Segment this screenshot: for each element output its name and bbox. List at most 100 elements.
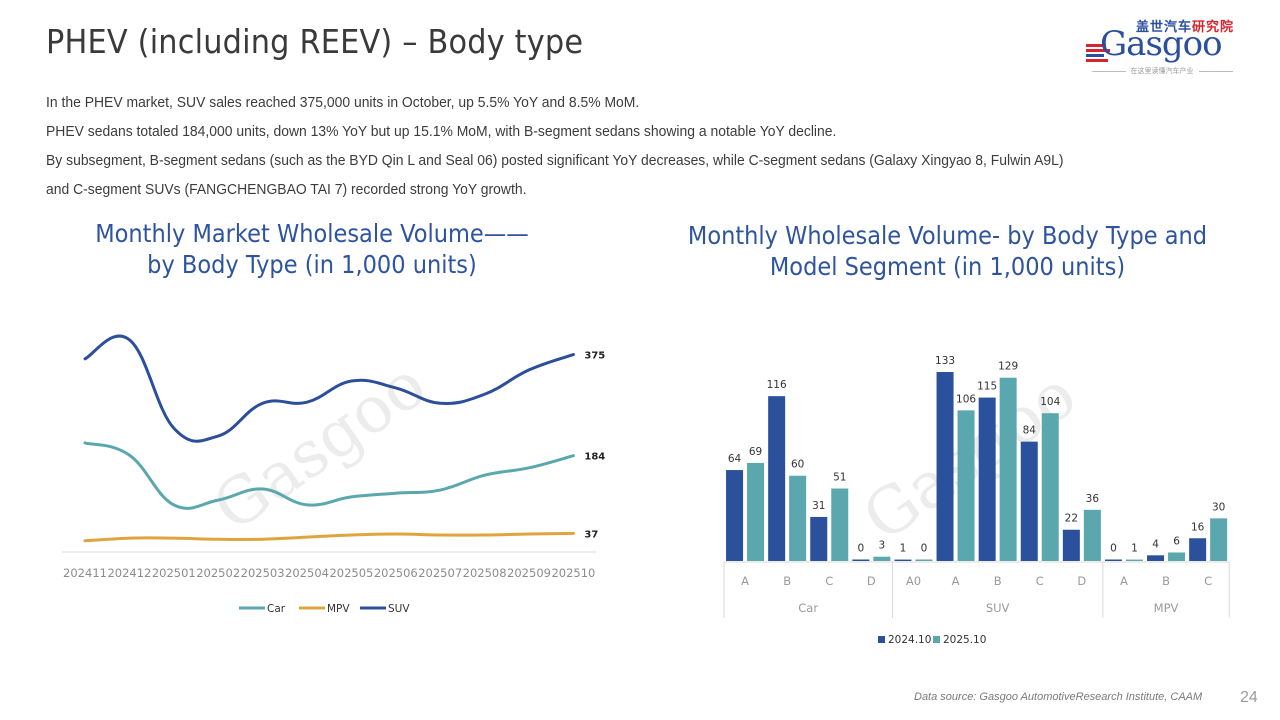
segment-label: B <box>1162 574 1170 588</box>
bar-2024-10 <box>768 396 786 561</box>
legend-label-2025-10: 2025.10 <box>943 634 986 646</box>
end-label-suv: 375 <box>584 351 605 362</box>
line-chart-title: Monthly Market Wholesale Volume—— by Bod… <box>95 219 529 279</box>
bar-value-label: 0 <box>858 543 865 555</box>
bar-2025-10 <box>999 377 1017 561</box>
x-tick-label: 202503 <box>241 566 285 580</box>
logo-stripes-icon <box>1086 44 1112 64</box>
segment-label: C <box>1204 574 1212 588</box>
bar-value-label: 84 <box>1023 425 1037 437</box>
bar-2025-10 <box>747 462 765 561</box>
segment-label: D <box>1077 574 1086 588</box>
bar-value-label: 22 <box>1065 513 1078 525</box>
legend-label-car: Car <box>267 603 286 615</box>
bar-2024-10 <box>726 470 744 561</box>
x-tick-label: 202502 <box>196 566 240 580</box>
x-tick-label: 202504 <box>285 566 329 580</box>
logo-chinese-name: 盖世汽车研究院 <box>1136 19 1235 34</box>
x-tick-label: 202411 <box>63 566 107 580</box>
x-tick-label: 202509 <box>507 566 551 580</box>
segment-label: A0 <box>906 574 921 588</box>
bar-value-label: 1 <box>900 543 907 555</box>
gasgoo-logo: 盖世汽车研究院 Gasgoo 在这里读懂汽车产业 <box>1086 14 1246 80</box>
legend-swatch-2024-10 <box>878 636 885 643</box>
x-tick-label: 202507 <box>418 566 462 580</box>
bar-2025-10 <box>1210 518 1228 561</box>
bar-value-label: 0 <box>921 543 928 555</box>
bar-2024-10 <box>936 372 954 561</box>
segment-label: A <box>1120 574 1128 588</box>
segment-label: A <box>952 574 960 588</box>
summary-line: By subsegment, B-segment sedans (such as… <box>46 153 1064 169</box>
bar-value-label: 1 <box>1131 543 1138 555</box>
bar-2025-10 <box>873 556 891 561</box>
bar-value-label: 51 <box>833 472 846 484</box>
page-number: 24 <box>1240 689 1258 706</box>
bar-2025-10 <box>915 559 933 561</box>
data-source-note: Data source: Gasgoo AutomotiveResearch I… <box>914 691 1203 703</box>
bar-2024-10 <box>978 397 996 561</box>
segment-label: A <box>741 574 749 588</box>
x-tick-label: 202412 <box>107 566 151 580</box>
legend-swatch-2025-10 <box>933 636 940 643</box>
x-tick-label: 202505 <box>329 566 373 580</box>
bar-2024-10 <box>1189 538 1207 561</box>
summary-line: PHEV sedans totaled 184,000 units, down … <box>46 124 837 140</box>
line-series-car <box>83 441 575 510</box>
bar-value-label: 69 <box>749 446 762 458</box>
bar-2025-10 <box>831 488 849 561</box>
bar-value-label: 64 <box>728 453 742 465</box>
bar-value-label: 104 <box>1040 396 1060 408</box>
group-label-car: Car <box>798 601 818 615</box>
end-label-car: 184 <box>584 452 605 463</box>
bar-2024-10 <box>894 559 912 561</box>
bar-value-label: 133 <box>935 355 955 367</box>
bar-value-label: 16 <box>1191 521 1205 533</box>
bar-2025-10 <box>1041 413 1059 561</box>
bar-2024-10 <box>1020 441 1038 561</box>
bar-2024-10 <box>852 559 870 561</box>
legend-label-2024-10: 2024.10 <box>888 634 931 646</box>
bar-value-label: 3 <box>879 540 886 552</box>
bar-2025-10 <box>1168 552 1186 561</box>
summary-line: and C-segment SUVs (FANGCHENGBAO TAI 7) … <box>46 182 527 198</box>
bar-2025-10 <box>1083 509 1101 561</box>
x-tick-label: 202501 <box>152 566 196 580</box>
bar-value-label: 0 <box>1110 543 1117 555</box>
bar-2025-10 <box>1125 559 1143 561</box>
bar-value-label: 60 <box>791 459 804 471</box>
bar-2024-10 <box>1147 555 1165 561</box>
bar-value-label: 129 <box>998 361 1018 373</box>
bar-value-label: 6 <box>1173 535 1180 547</box>
bar-chart-title: Monthly Wholesale Volume- by Body Type a… <box>687 221 1208 281</box>
line-series-mpv <box>83 531 575 543</box>
x-tick-label: 202510 <box>551 566 595 580</box>
bar-value-label: 116 <box>767 379 787 391</box>
bar-2025-10 <box>957 410 975 561</box>
bar-2024-10 <box>810 516 828 561</box>
segment-label: C <box>825 574 833 588</box>
bar-value-label: 36 <box>1086 493 1100 505</box>
segment-label: D <box>867 574 876 588</box>
logo-tagline: 在这里读懂汽车产业 <box>1086 66 1238 76</box>
legend-label-mpv: MPV <box>327 603 350 615</box>
bar-value-label: 106 <box>956 393 976 405</box>
segment-label: B <box>783 574 791 588</box>
segment-label: C <box>1036 574 1044 588</box>
page-title: PHEV (including REEV) – Body type <box>46 22 584 61</box>
bar-value-label: 31 <box>812 500 825 512</box>
bar-2024-10 <box>1104 559 1122 561</box>
bar-value-label: 115 <box>977 381 997 393</box>
bar-value-label: 30 <box>1212 501 1225 513</box>
segment-label: B <box>994 574 1002 588</box>
bar-2025-10 <box>789 475 807 561</box>
end-label-mpv: 37 <box>584 529 598 540</box>
summary-line: In the PHEV market, SUV sales reached 37… <box>46 95 640 111</box>
summary-text: In the PHEV market, SUV sales reached 37… <box>46 89 1246 205</box>
bar-value-label: 4 <box>1152 538 1159 550</box>
logo-wordmark: Gasgoo <box>1100 24 1223 64</box>
x-tick-label: 202506 <box>374 566 418 580</box>
x-tick-label: 202508 <box>463 566 507 580</box>
